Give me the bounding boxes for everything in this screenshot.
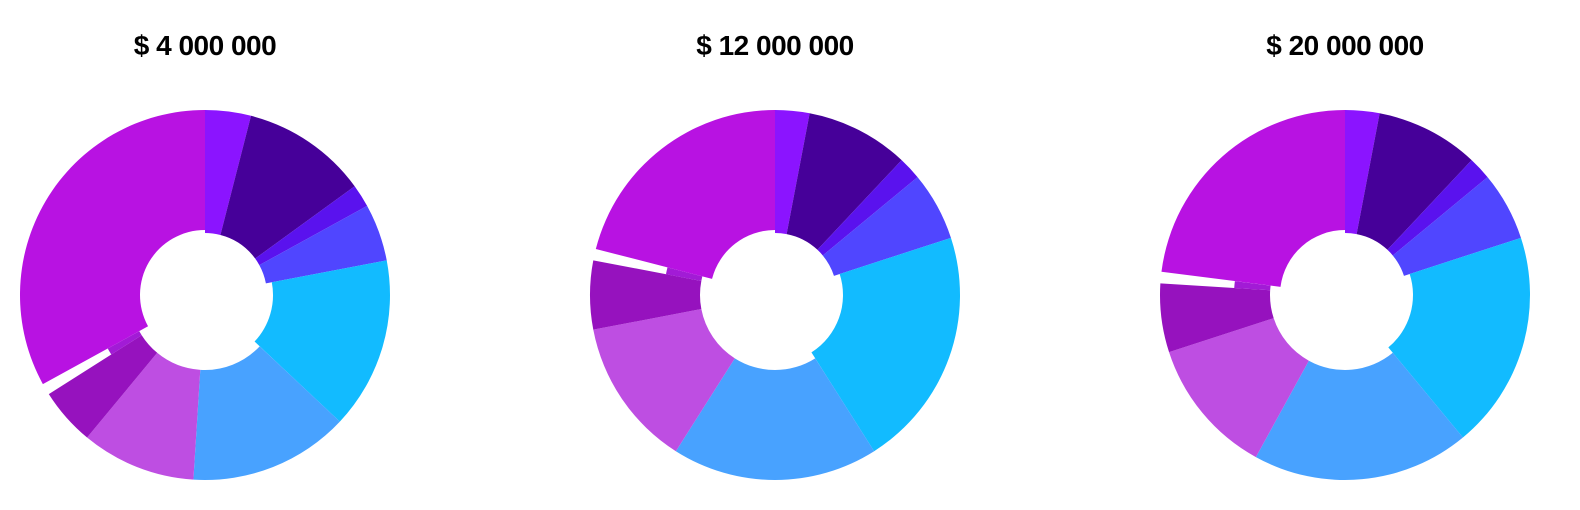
donut-slice-10 bbox=[19, 110, 206, 385]
donut-slice-2 bbox=[1356, 113, 1472, 250]
donut-slice-4 bbox=[822, 177, 951, 276]
donut-slice-5 bbox=[811, 237, 961, 452]
donut-slice-1 bbox=[775, 110, 810, 235]
donut-svg bbox=[590, 110, 961, 481]
donut-slice-9 bbox=[665, 267, 703, 281]
donut-slice-4 bbox=[259, 205, 387, 284]
donut-slice-6 bbox=[675, 358, 875, 481]
donut-slice-6 bbox=[193, 346, 340, 480]
donut-slice-8 bbox=[48, 335, 158, 438]
donut-slice-10 bbox=[1161, 110, 1345, 287]
chart-title: $ 12 000 000 bbox=[696, 30, 854, 61]
donut-chart-3: $ 20 000 000 bbox=[1125, 0, 1565, 510]
donut-chart-1: $ 4 000 000 bbox=[0, 0, 425, 510]
chart-title: $ 4 000 000 bbox=[133, 30, 277, 61]
donut-svg bbox=[1160, 110, 1531, 480]
donut-slice-5 bbox=[254, 260, 390, 422]
donut-slice-7 bbox=[87, 352, 201, 480]
donut-slice-1 bbox=[205, 110, 252, 235]
donut-slice-8 bbox=[1160, 283, 1274, 353]
donut-slice-10 bbox=[595, 110, 775, 279]
donut-svg bbox=[19, 110, 390, 480]
donut-slice-9 bbox=[107, 331, 142, 355]
chart-title: $ 20 000 000 bbox=[1266, 30, 1424, 61]
donut-slice-3 bbox=[1387, 160, 1488, 256]
donut-slice-1 bbox=[1345, 110, 1380, 235]
donut-slice-3 bbox=[817, 160, 918, 256]
donut-slice-3 bbox=[255, 186, 368, 266]
donut-slice-5 bbox=[1388, 237, 1531, 438]
donut-slice-9 bbox=[1234, 281, 1271, 291]
donut-slice-8 bbox=[590, 260, 702, 330]
donut-slice-4 bbox=[1392, 177, 1521, 276]
donut-slice-2 bbox=[786, 113, 902, 250]
donut-slice-6 bbox=[1255, 352, 1463, 480]
donut-slice-7 bbox=[593, 309, 735, 452]
donut-slice-7 bbox=[1169, 318, 1309, 458]
donut-chart-2: $ 12 000 000 bbox=[555, 0, 995, 510]
donut-slice-2 bbox=[220, 115, 355, 259]
